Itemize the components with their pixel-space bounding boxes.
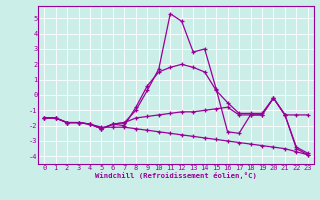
X-axis label: Windchill (Refroidissement éolien,°C): Windchill (Refroidissement éolien,°C) [95, 172, 257, 179]
